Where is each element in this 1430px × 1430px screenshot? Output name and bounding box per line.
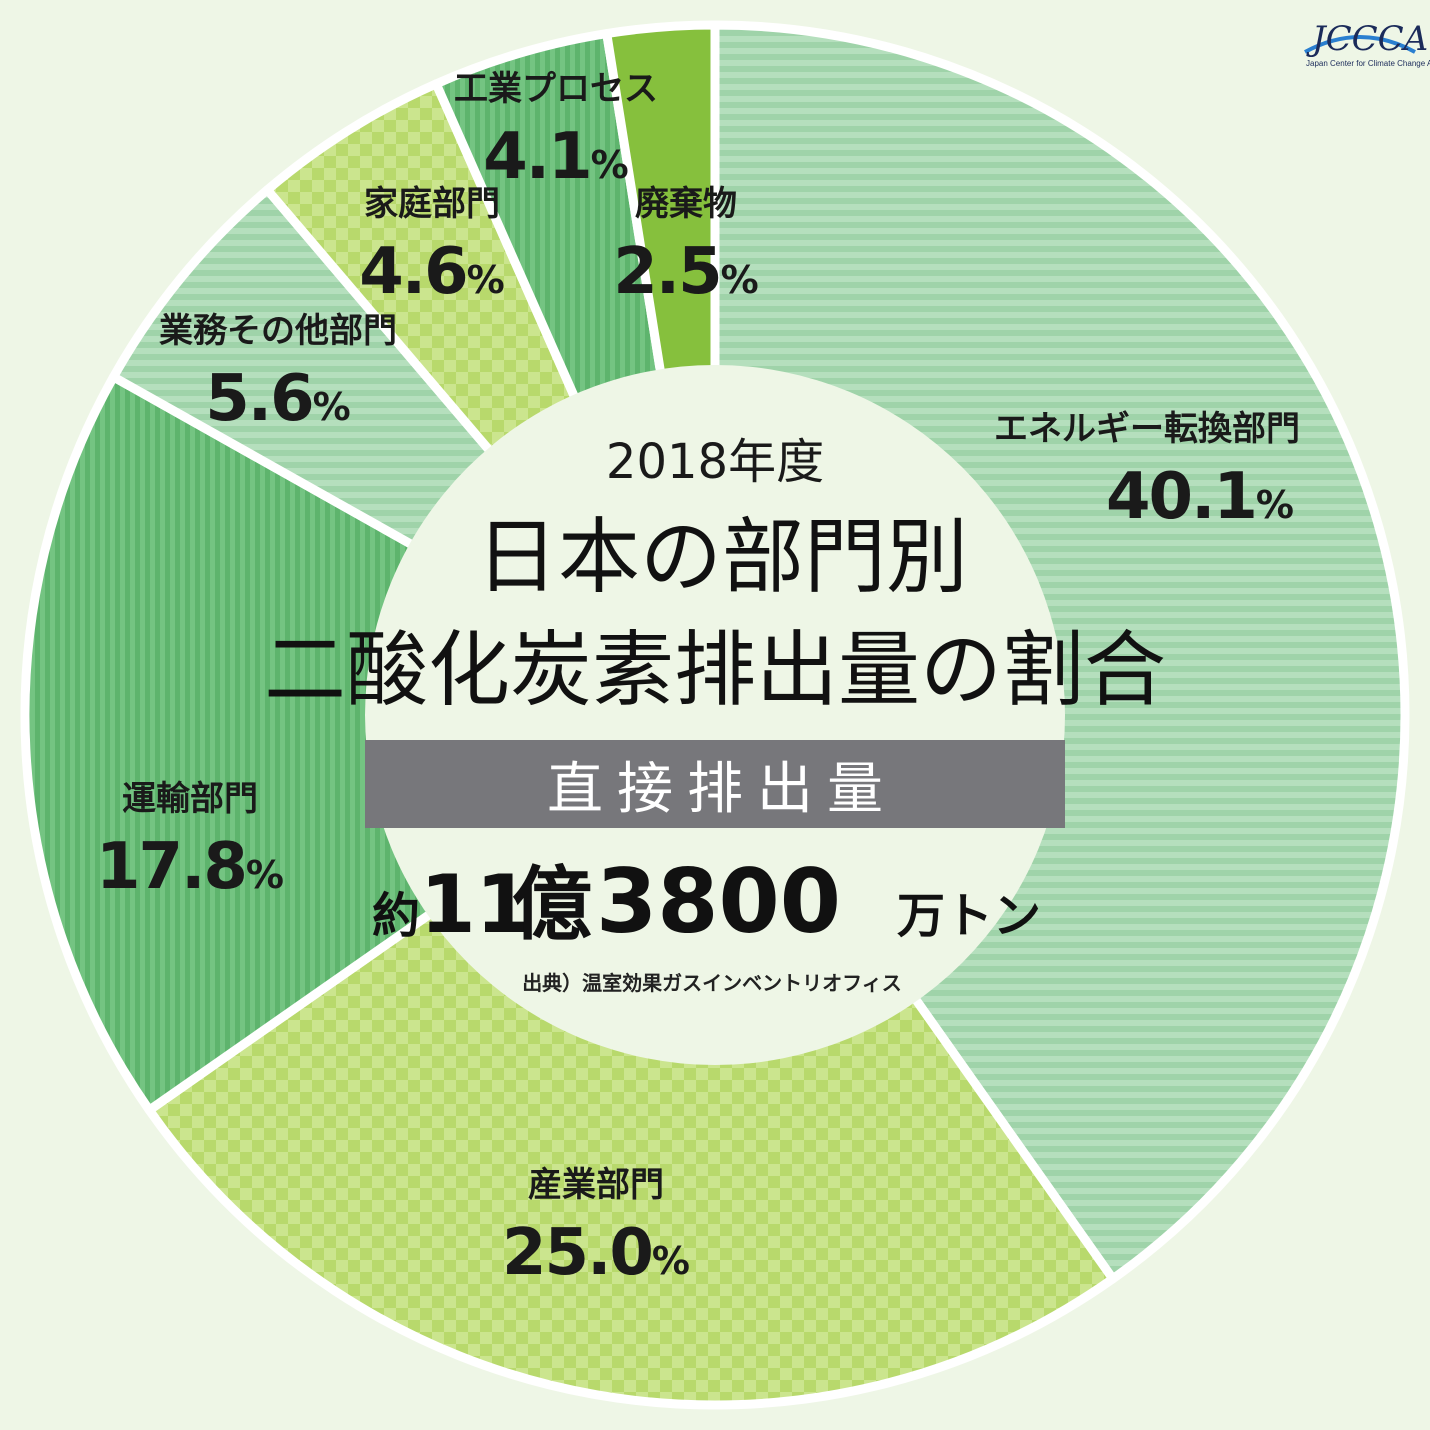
direct-emission-band <box>365 740 1065 828</box>
source-note: 出典）温室効果ガスインベントリオフィス <box>522 971 902 995</box>
logo-arc-icon <box>1304 35 1416 54</box>
total-prefix: 約 <box>372 888 420 944</box>
total-unit-2: 万トン <box>897 888 1041 944</box>
jccca-logo: JCCCA Japan Center for Climate Change Ac… <box>1304 19 1430 68</box>
slice-label-name-4: 業務その他部門 <box>159 311 397 351</box>
center-disc <box>365 365 1065 1065</box>
center-year: 2018年度 <box>606 434 824 490</box>
slice-label-value-3: 17.8% <box>96 830 284 904</box>
center-title-line2: 二酸化炭素排出量の割合 <box>264 623 1166 718</box>
slice-label-value-5: 4.6% <box>359 235 504 309</box>
slice-label-value-4: 5.6% <box>205 362 350 436</box>
labels-group: エネルギー転換部門 40.1% 産業部門 25.0% 運輸部門 17.8% 業務その他部門 5… <box>96 69 1300 1290</box>
center-title-line1: 日本の部門別 <box>476 510 968 605</box>
slice-label-name-3: 運輸部門 <box>122 779 258 819</box>
slice-label-value-7: 2.5% <box>613 235 758 309</box>
slice-label-value-6: 4.1% <box>483 120 628 194</box>
slice-label-name-5: 家庭部門 <box>364 184 500 224</box>
direct-emission-label: 直接排出量 <box>547 757 897 822</box>
slice-label-name-2: 産業部門 <box>528 1165 664 1205</box>
logo-subtitle: Japan Center for Climate Change Actions <box>1306 59 1430 68</box>
total-number-2: 3800 <box>596 850 841 953</box>
slice-label-name-7: 廃棄物 <box>635 184 737 224</box>
logo-text: JCCCA <box>1306 19 1428 59</box>
slice-label-name-6: 工業プロセス <box>454 69 658 109</box>
slice-label-value-1: 40.1% <box>1106 460 1294 534</box>
total-number-1: 11 <box>420 858 531 951</box>
slice-label-value-2: 25.0% <box>502 1216 690 1290</box>
slice-label-name-1: エネルギー転換部門 <box>994 409 1300 449</box>
total-unit-1: 億 <box>512 858 592 951</box>
